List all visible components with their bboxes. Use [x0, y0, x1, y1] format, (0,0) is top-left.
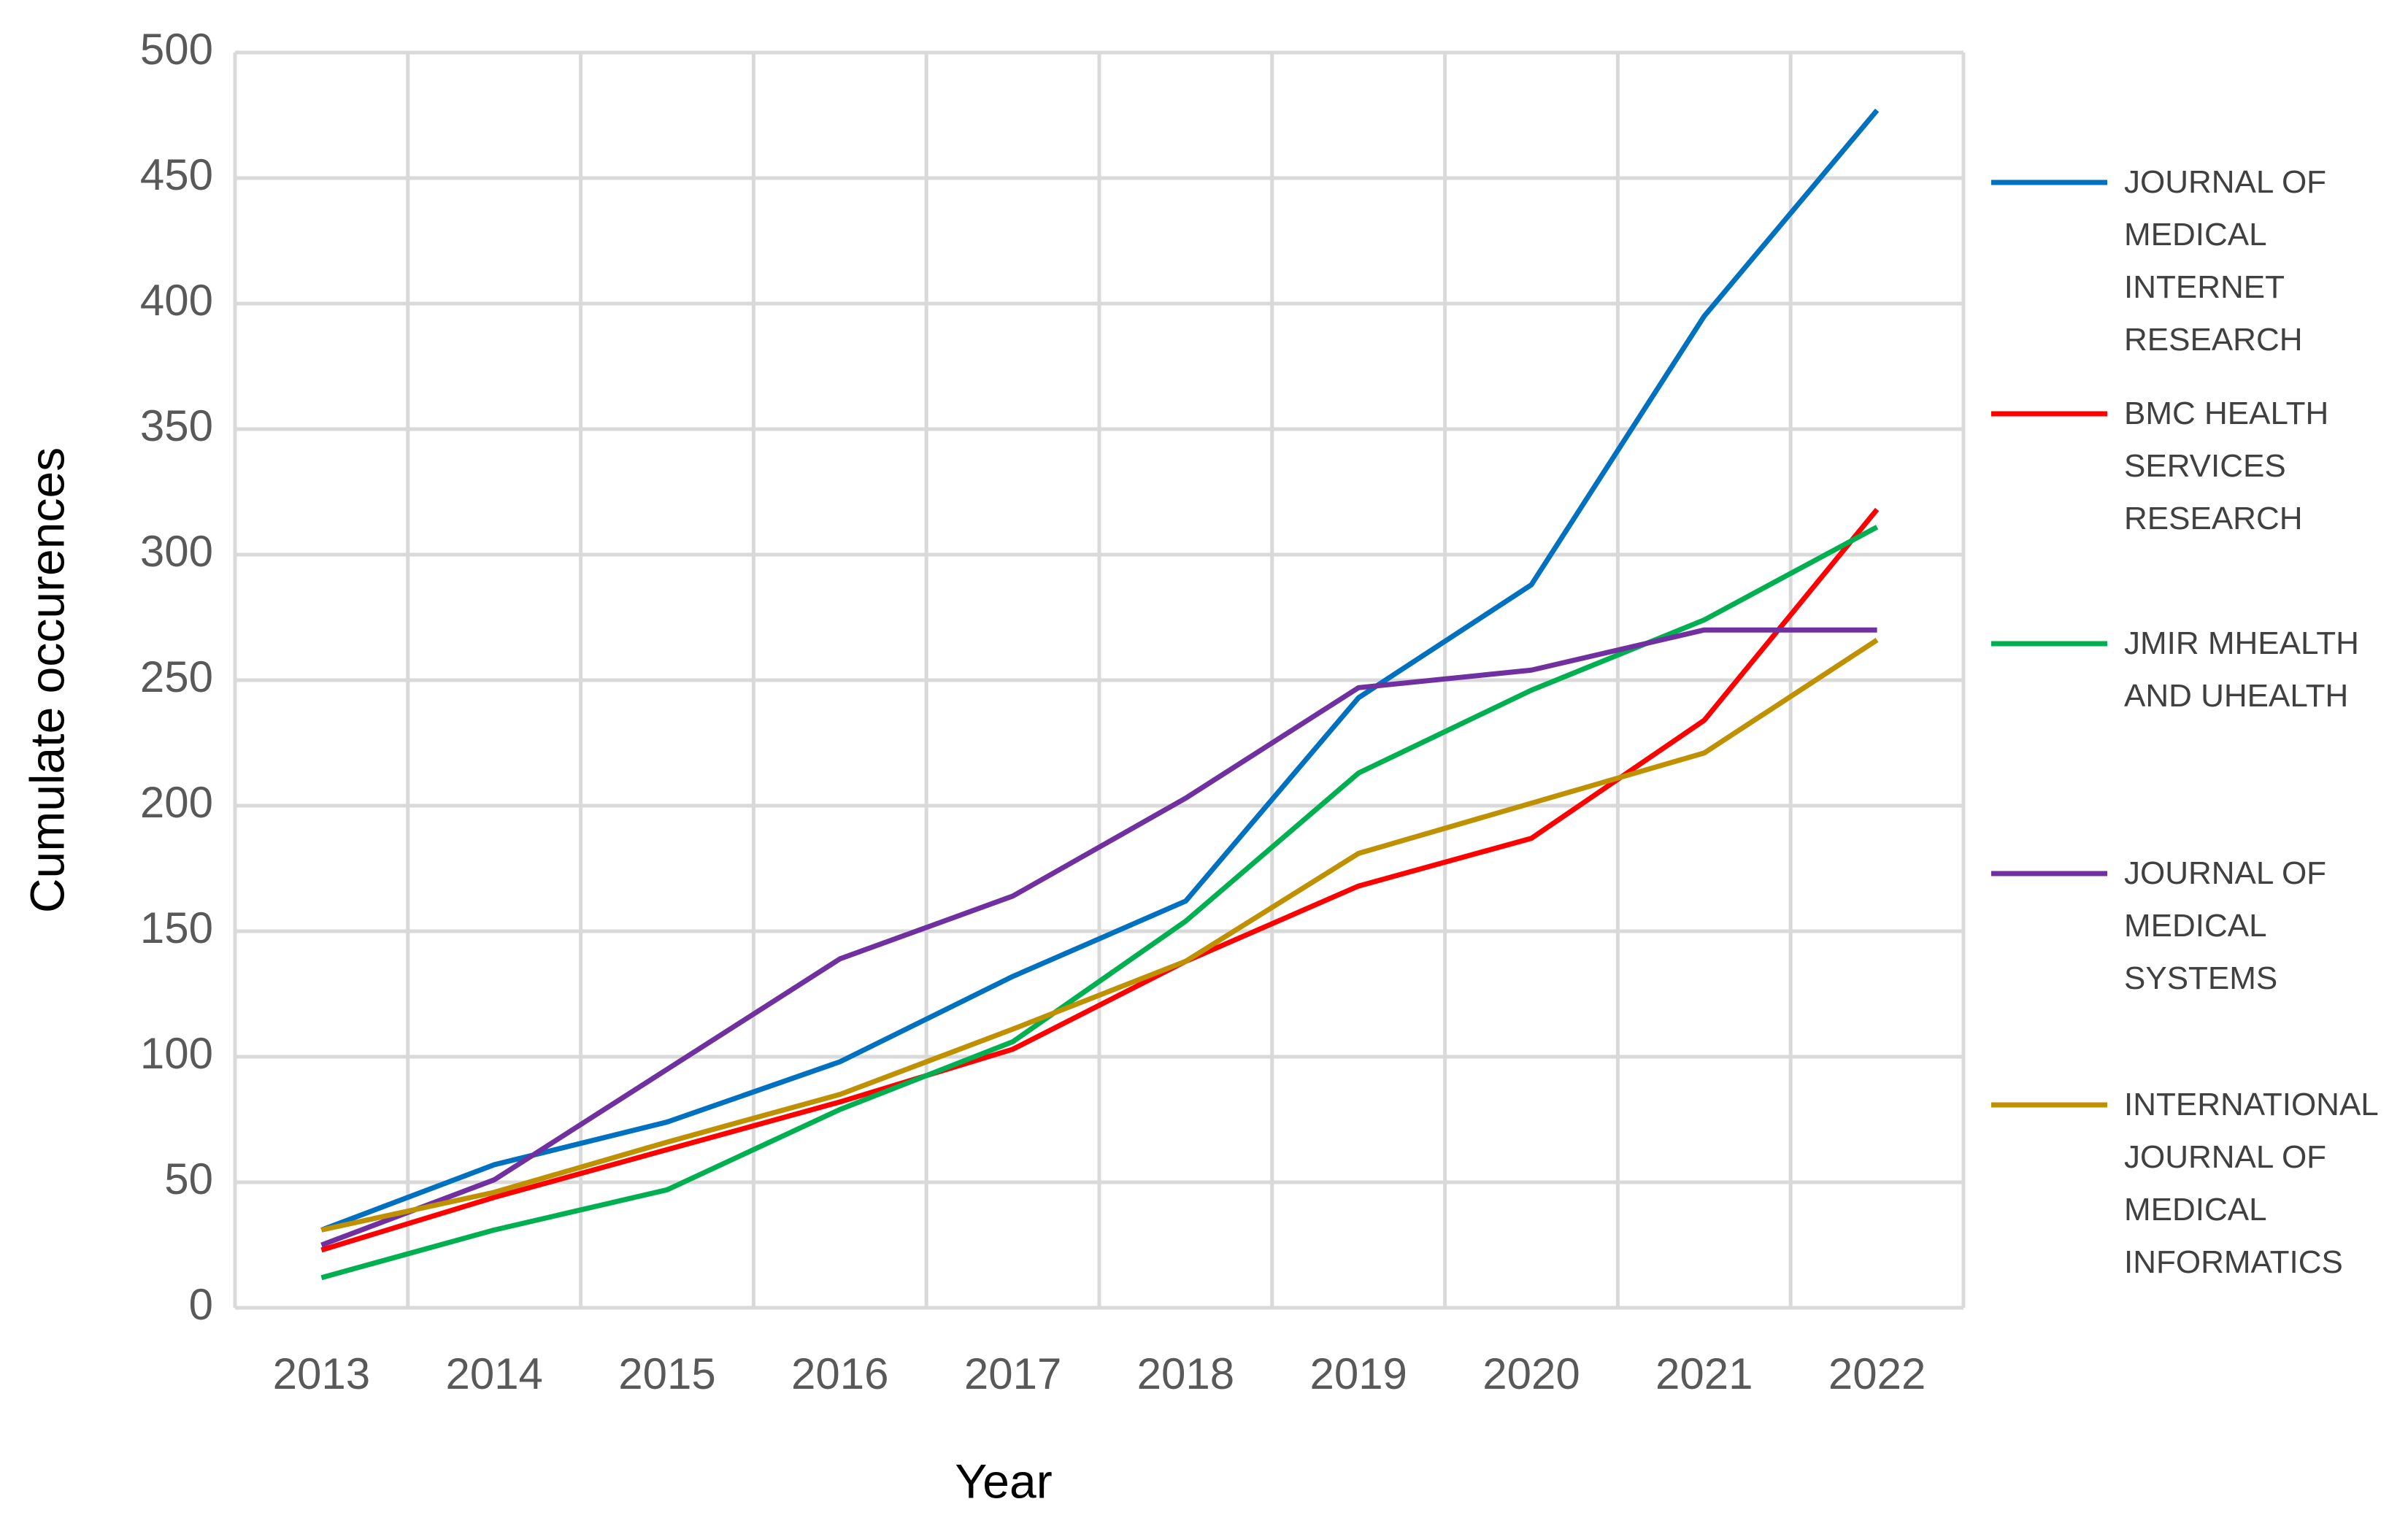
- x-tick-label: 2021: [1655, 1349, 1753, 1398]
- x-tick-label: 2022: [1828, 1349, 1926, 1398]
- x-tick-label: 2017: [964, 1349, 1061, 1398]
- y-tick-label: 50: [164, 1155, 213, 1203]
- legend-label: BMC HEALTH SERVICES RESEARCH: [2124, 396, 2329, 536]
- y-tick-label: 0: [189, 1280, 213, 1329]
- x-tick-label: 2016: [791, 1349, 888, 1398]
- y-tick-label: 150: [140, 903, 213, 952]
- series-line: [320, 627, 1877, 1248]
- x-tick-label: 2014: [445, 1349, 542, 1398]
- legend-label: JOURNAL OF MEDICAL INTERNET RESEARCH: [2124, 164, 2327, 358]
- y-tick-label: 400: [140, 276, 213, 325]
- y-tick-label: 200: [140, 778, 213, 827]
- legend-label: INTERNATIONAL JOURNAL OF MEDICAL INFORMA…: [2124, 1087, 2378, 1280]
- x-tick-label: 2019: [1309, 1349, 1407, 1398]
- series-line: [320, 108, 1880, 1233]
- y-tick-label: 350: [140, 401, 213, 450]
- y-tick-label: 100: [140, 1029, 213, 1078]
- y-tick-label: 500: [140, 25, 213, 74]
- x-tick-label: 2015: [618, 1349, 715, 1398]
- x-tick-label: 2018: [1137, 1349, 1234, 1398]
- series-line: [320, 638, 1879, 1233]
- y-tick-label: 300: [140, 527, 213, 576]
- y-tick-label: 450: [140, 150, 213, 199]
- y-tick-label: 250: [140, 652, 213, 701]
- x-tick-label: 2020: [1482, 1349, 1580, 1398]
- legend-label: JMIR MHEALTH AND UHEALTH: [2124, 625, 2359, 714]
- legend-label: JOURNAL OF MEDICAL SYSTEMS: [2124, 855, 2327, 996]
- x-axis-title: Year: [955, 1454, 1052, 1508]
- y-axis-title: Cumulate occurences: [20, 447, 74, 913]
- series-line: [320, 525, 1879, 1281]
- x-tick-label: 2013: [273, 1349, 370, 1398]
